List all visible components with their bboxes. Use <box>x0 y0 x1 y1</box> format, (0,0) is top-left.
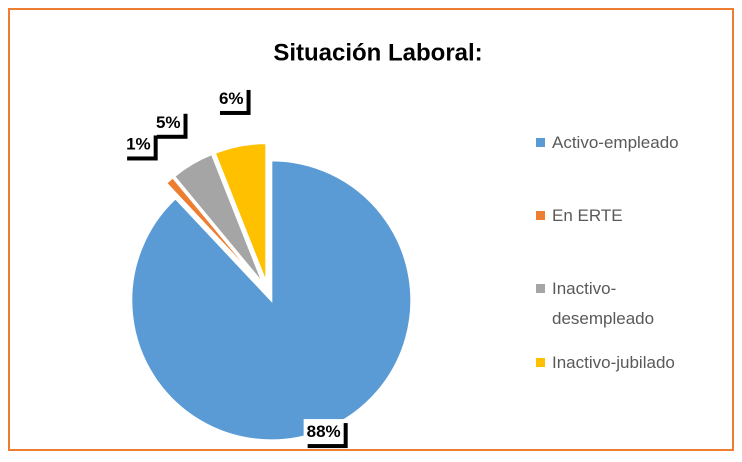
data-label-group: 5% <box>152 109 188 139</box>
pie-slice <box>164 175 263 286</box>
chart-title: Situación Laboral: <box>273 39 482 66</box>
legend-item: En ERTE <box>536 201 742 231</box>
data-label: 1% <box>126 134 151 153</box>
data-label-box <box>303 419 344 445</box>
data-label-group: 6% <box>215 85 251 115</box>
pie-slice <box>172 152 265 285</box>
legend-label: Inactivo-desempleado <box>552 279 655 328</box>
data-label-box <box>123 131 154 157</box>
data-label: 5% <box>156 113 181 132</box>
data-label: 6% <box>219 89 244 108</box>
legend-swatch <box>536 358 545 367</box>
legend-item: Activo-empleado <box>536 128 742 158</box>
legend-swatch <box>536 138 545 147</box>
data-label-box <box>215 85 247 111</box>
pie-slice <box>130 159 413 442</box>
legend-label: Activo-empleado <box>552 133 679 152</box>
legend-label: Inactivo-jubilado <box>552 353 675 372</box>
data-label: 88% <box>307 422 341 441</box>
data-label-box <box>152 109 184 135</box>
legend-swatch <box>536 211 545 220</box>
legend-item: Inactivo-desempleado <box>536 274 672 334</box>
data-label-group: 88% <box>303 419 348 449</box>
legend-item: Inactivo-jubilado <box>536 348 742 378</box>
legend-label: En ERTE <box>552 206 623 225</box>
data-label-group: 1% <box>123 131 158 161</box>
legend-swatch <box>536 284 545 293</box>
pie-slice <box>213 142 268 284</box>
chart-frame <box>8 8 734 451</box>
